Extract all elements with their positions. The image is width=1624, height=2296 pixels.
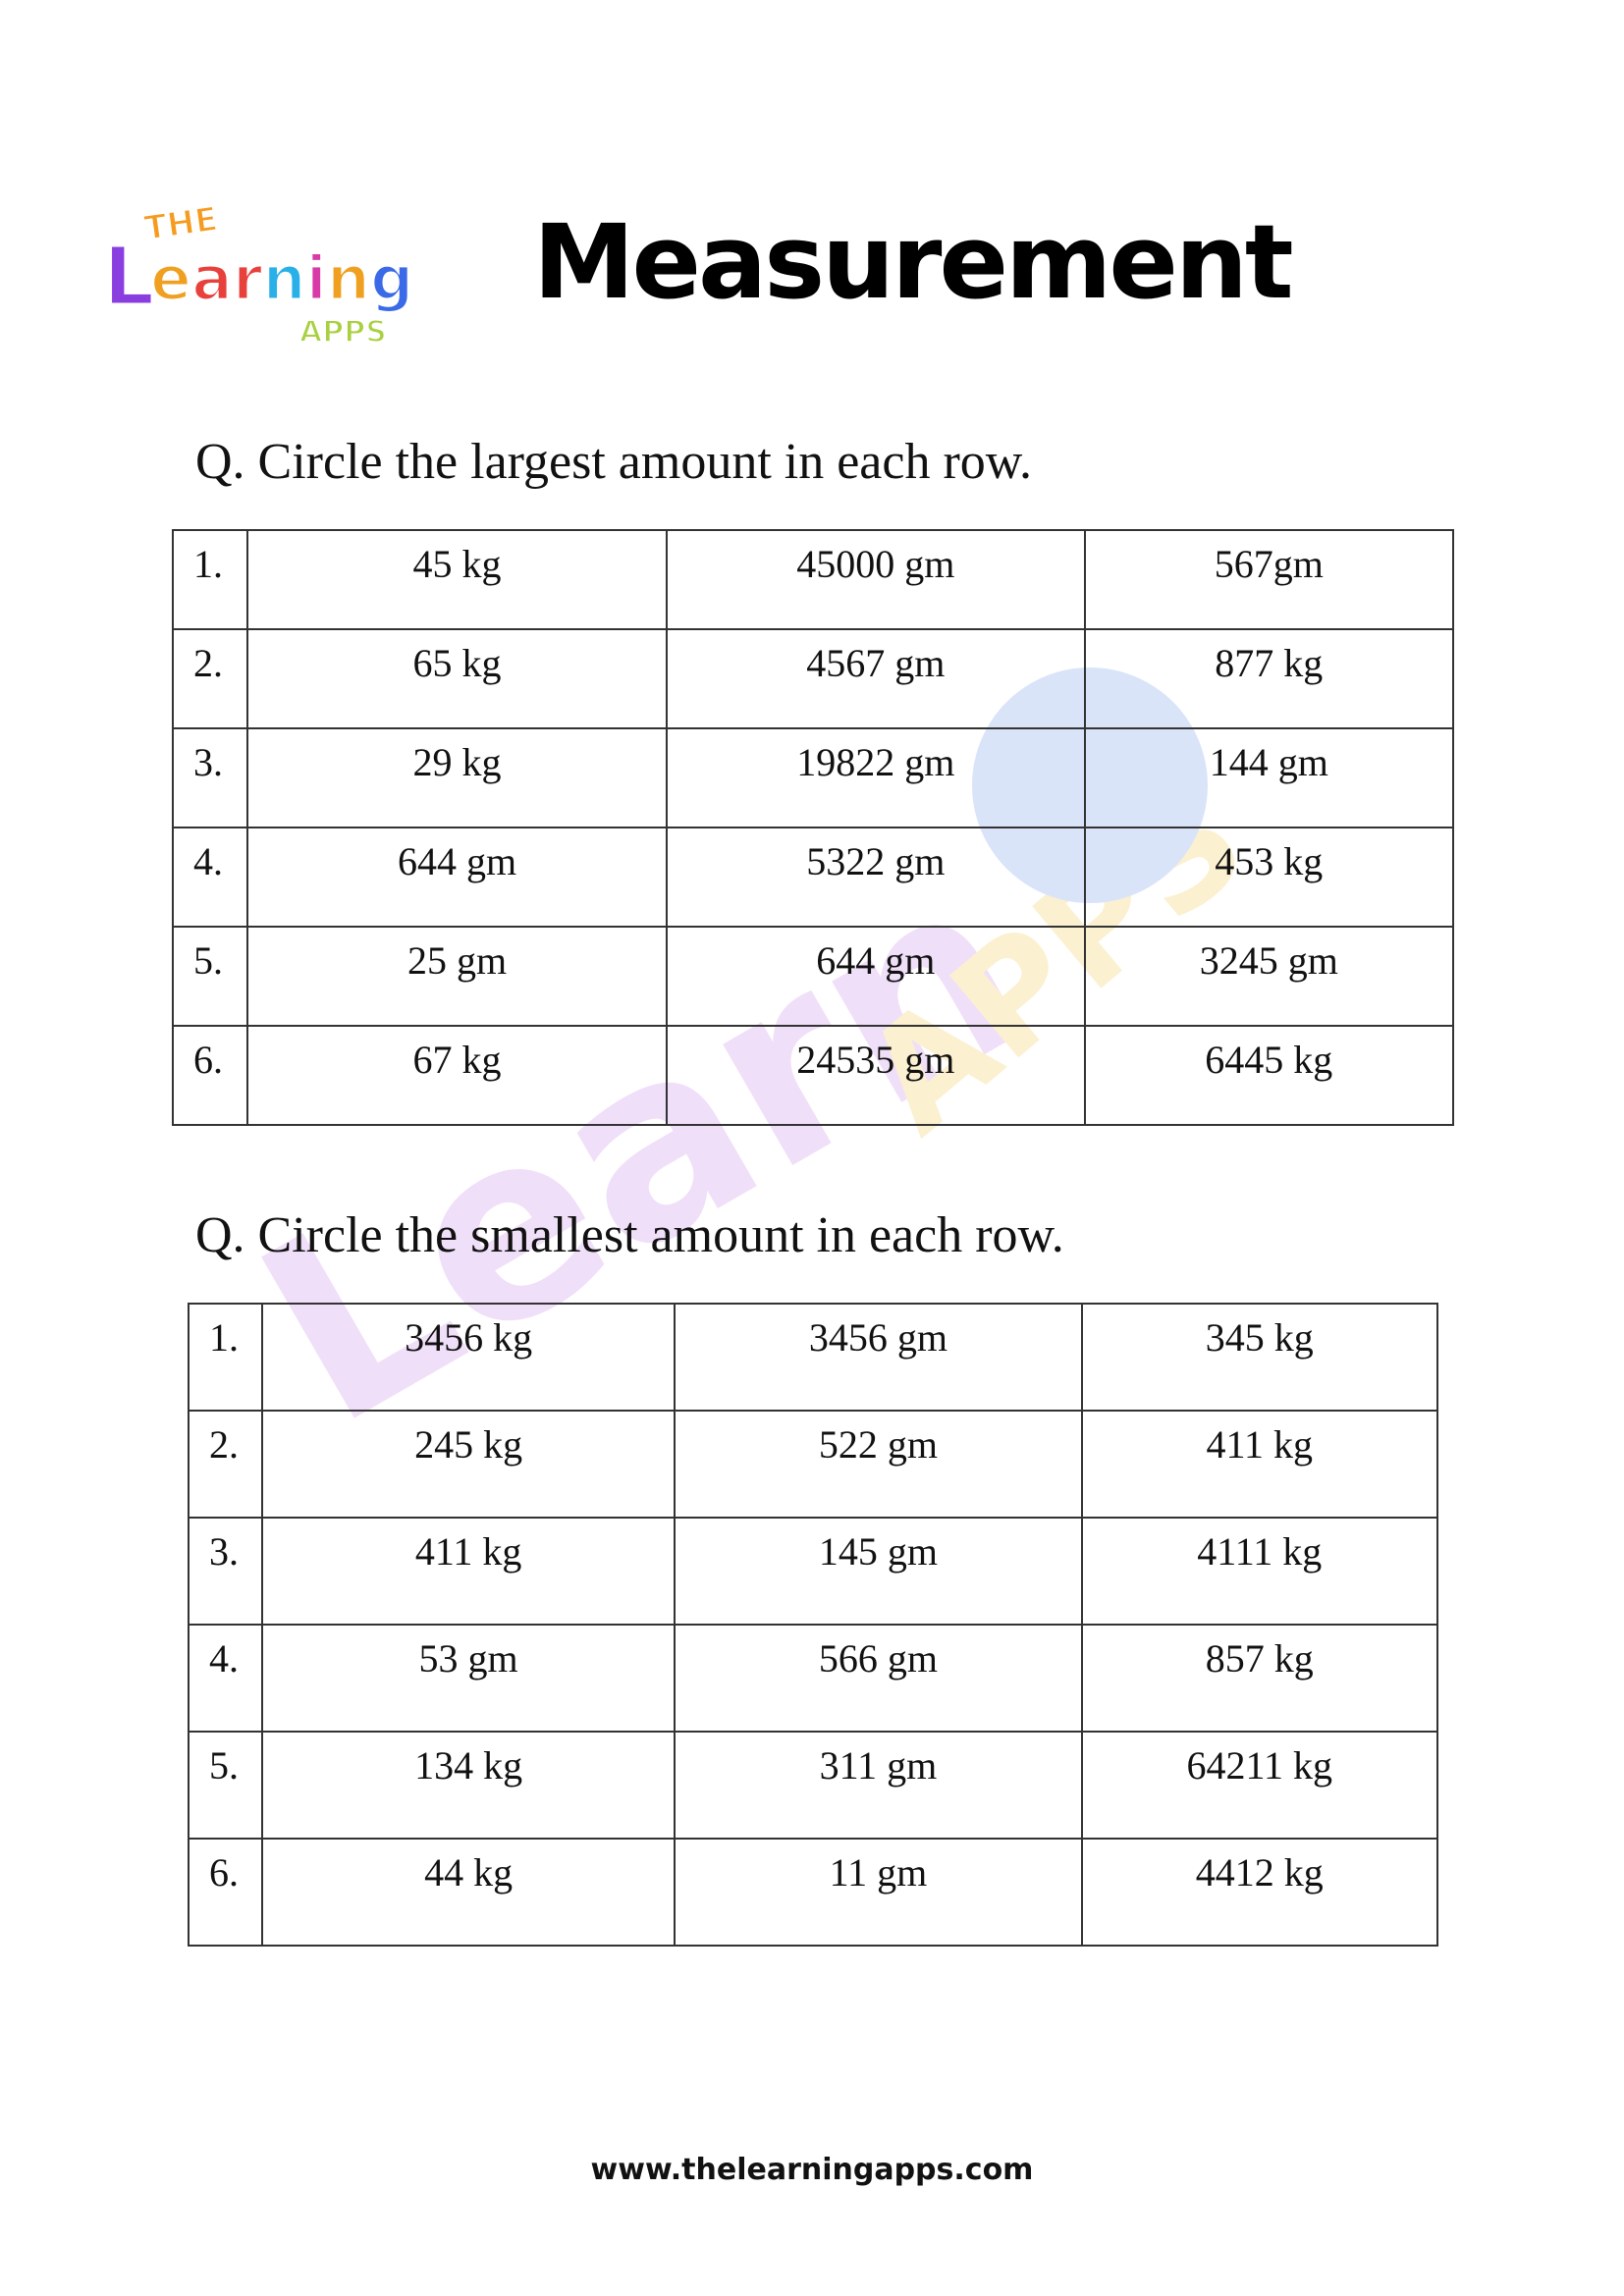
amount-cell[interactable]: 644 gm <box>245 827 669 928</box>
amount-cell[interactable]: 53 gm <box>260 1624 677 1733</box>
footer-url: www.thelearningapps.com <box>590 2153 1034 2187</box>
table-row: 6. 44 kg 11 gm 4412 kg <box>188 1838 1439 1947</box>
amount-cell[interactable]: 644 gm <box>666 926 1086 1027</box>
amount-cell[interactable]: 4412 kg <box>1080 1838 1439 1947</box>
amount-cell[interactable]: 67 kg <box>245 1025 669 1126</box>
amount-cell[interactable]: 453 kg <box>1083 827 1454 928</box>
amount-cell[interactable]: 877 kg <box>1083 628 1454 729</box>
table-row: 3. 411 kg 145 gm 4111 kg <box>188 1517 1439 1626</box>
amount-cell[interactable]: 4111 kg <box>1080 1517 1439 1626</box>
amount-cell[interactable]: 44 kg <box>260 1838 677 1947</box>
smallest-amount-table: 1. 3456 kg 3456 gm 345 kg 2. 245 kg 522 gm 411 … <box>188 1303 1439 1947</box>
amount-cell[interactable]: 11 gm <box>674 1838 1083 1947</box>
amount-cell[interactable]: 29 kg <box>245 727 669 828</box>
amount-cell[interactable]: 857 kg <box>1080 1624 1439 1733</box>
amount-cell[interactable]: 3456 kg <box>260 1303 677 1412</box>
row-number: 6. <box>188 1838 263 1947</box>
largest-amount-table: 1. 45 kg 45000 gm 567gm 2. 65 kg 4567 gm 877 kg… <box>172 529 1454 1126</box>
table-row: 1. 3456 kg 3456 gm 345 kg <box>188 1303 1439 1412</box>
row-number: 4. <box>188 1624 263 1733</box>
table-row: 4. 644 gm 5322 gm 453 kg <box>172 827 1454 928</box>
the-learning-apps-logo: THE L earning APPS <box>103 198 415 350</box>
row-number: 2. <box>188 1410 263 1519</box>
question-largest: Q. Circle the largest amount in each row… <box>195 434 1032 490</box>
amount-cell[interactable]: 3245 gm <box>1083 926 1454 1027</box>
amount-cell[interactable]: 522 gm <box>674 1410 1083 1519</box>
amount-cell[interactable]: 144 gm <box>1083 727 1454 828</box>
table-row: 6. 67 kg 24535 gm 6445 kg <box>172 1025 1454 1126</box>
row-number: 5. <box>172 926 248 1027</box>
row-number: 3. <box>172 727 248 828</box>
table-row: 2. 65 kg 4567 gm 877 kg <box>172 628 1454 729</box>
amount-cell[interactable]: 567gm <box>1083 529 1454 630</box>
table-row: 2. 245 kg 522 gm 411 kg <box>188 1410 1439 1519</box>
row-number: 3. <box>188 1517 263 1626</box>
svg-text:THE: THE <box>142 199 221 248</box>
amount-cell[interactable]: 345 kg <box>1080 1303 1439 1412</box>
amount-cell[interactable]: 6445 kg <box>1083 1025 1454 1126</box>
amount-cell[interactable]: 411 kg <box>1080 1410 1439 1519</box>
page-title: Measurement <box>533 202 1294 322</box>
svg-text:APPS: APPS <box>299 315 387 349</box>
amount-cell[interactable]: 411 kg <box>260 1517 677 1626</box>
row-number: 1. <box>172 529 248 630</box>
row-number: 5. <box>188 1731 263 1840</box>
table-row: 5. 134 kg 311 gm 64211 kg <box>188 1731 1439 1840</box>
amount-cell[interactable]: 145 gm <box>674 1517 1083 1626</box>
amount-cell[interactable]: 65 kg <box>245 628 669 729</box>
amount-cell[interactable]: 566 gm <box>674 1624 1083 1733</box>
amount-cell[interactable]: 64211 kg <box>1080 1731 1439 1840</box>
amount-cell[interactable]: 3456 gm <box>674 1303 1083 1412</box>
table-row: 1. 45 kg 45000 gm 567gm <box>172 529 1454 630</box>
row-number: 6. <box>172 1025 248 1126</box>
amount-cell[interactable]: 4567 gm <box>666 628 1086 729</box>
amount-cell[interactable]: 5322 gm <box>666 827 1086 928</box>
amount-cell[interactable]: 134 kg <box>260 1731 677 1840</box>
svg-text:L: L <box>103 231 154 324</box>
amount-cell[interactable]: 25 gm <box>245 926 669 1027</box>
amount-cell[interactable]: 311 gm <box>674 1731 1083 1840</box>
row-number: 2. <box>172 628 248 729</box>
amount-cell[interactable]: 45000 gm <box>666 529 1086 630</box>
amount-cell[interactable]: 19822 gm <box>666 727 1086 828</box>
svg-text:earning: earning <box>150 242 413 314</box>
table-row: 4. 53 gm 566 gm 857 kg <box>188 1624 1439 1733</box>
amount-cell[interactable]: 45 kg <box>245 529 669 630</box>
table-row: 3. 29 kg 19822 gm 144 gm <box>172 727 1454 828</box>
row-number: 1. <box>188 1303 263 1412</box>
row-number: 4. <box>172 827 248 928</box>
amount-cell[interactable]: 24535 gm <box>666 1025 1086 1126</box>
question-smallest: Q. Circle the smallest amount in each ro… <box>195 1207 1064 1263</box>
table-row: 5. 25 gm 644 gm 3245 gm <box>172 926 1454 1027</box>
amount-cell[interactable]: 245 kg <box>260 1410 677 1519</box>
